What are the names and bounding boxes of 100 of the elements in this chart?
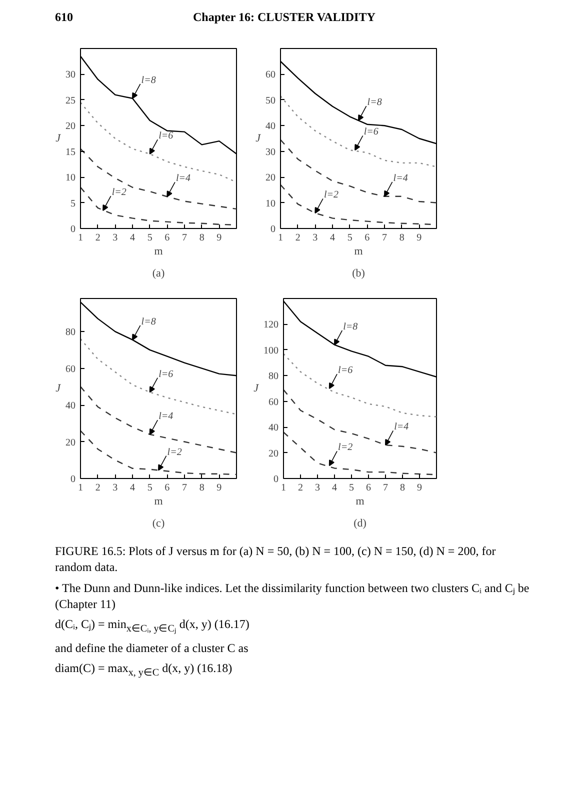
y-tick-label: 5 <box>70 198 76 210</box>
x-tick-label: 6 <box>164 482 170 494</box>
y-axis-title: J <box>256 132 262 145</box>
text: • The Dunn and Dunn-like indices. Let the dissimilarity function between two clusters Cᵢ and Cⱼ be (Chapter 11) <box>55 580 530 612</box>
y-axis-title: J <box>56 382 62 395</box>
y-tick-label: 40 <box>266 121 276 132</box>
annotation: l=2 <box>324 190 338 201</box>
x-tick-label: 5 <box>349 482 354 494</box>
x-tick-label: 9 <box>417 482 422 494</box>
y-tick-label: 120 <box>264 320 278 331</box>
text: and define the diameter of a cluster C as <box>55 640 250 656</box>
annotation: l=8 <box>367 97 382 108</box>
text: (d) <box>354 518 367 530</box>
y-tick-label: 20 <box>266 172 276 184</box>
y-tick-label: 30 <box>266 147 276 158</box>
annotation: l=4 <box>158 411 174 422</box>
line-series <box>284 389 436 454</box>
x-tick-label: 7 <box>382 232 387 244</box>
annotation: l=2 <box>112 187 126 198</box>
text: (b) <box>352 268 366 280</box>
line-series <box>280 139 436 204</box>
annotation: l=8 <box>343 322 358 333</box>
y-tick-label: 0 <box>274 474 278 486</box>
line-series <box>284 353 436 418</box>
y-tick-label: 10 <box>66 172 76 184</box>
text: (a) <box>152 268 165 280</box>
y-tick-label: 20 <box>66 121 76 132</box>
y-tick-label: 50 <box>266 96 276 107</box>
x-tick-label: 6 <box>164 232 170 244</box>
line-series <box>80 386 236 454</box>
annotation: l=8 <box>141 75 156 86</box>
y-axis-title: J <box>56 132 62 145</box>
x-tick-label: 5 <box>147 482 152 494</box>
x-tick-label: 4 <box>332 482 337 494</box>
text: Chapter 16: CLUSTER VALIDITY <box>193 9 376 26</box>
x-tick-label: 2 <box>298 482 303 494</box>
annotation: l=4 <box>393 173 408 184</box>
x-tick-label: 8 <box>400 482 405 494</box>
annotation: l=6 <box>158 368 174 380</box>
annotation: l=4 <box>394 422 409 433</box>
text: d(Cᵢ, Cⱼ) = min$_{x∈Cᵢ, y∈Cⱼ}$ d(x, y) (16.17) <box>55 616 250 636</box>
y-tick-label: 60 <box>66 364 76 375</box>
x-tick-label: 1 <box>78 482 83 494</box>
x-tick-label: 3 <box>315 482 320 494</box>
x-tick-label: 7 <box>383 482 388 494</box>
x-tick-label: 8 <box>199 232 204 244</box>
x-axis-title: m <box>354 246 364 258</box>
caption: FIGURE 16.5: Plots of J versus m for (a) N = 50, (b) N = 100, (c) N = 150, (d) N = 200, for random data. <box>55 543 497 576</box>
x-tick-label: 8 <box>199 482 204 494</box>
x-tick-label: 1 <box>278 232 283 244</box>
y-tick-label: 60 <box>268 397 278 408</box>
y-tick-label: 20 <box>66 437 76 448</box>
x-tick-label: 8 <box>399 232 404 244</box>
line-series <box>280 96 436 168</box>
text: 610 <box>55 9 73 26</box>
x-axis-title: m <box>154 496 164 508</box>
x-tick-label: 6 <box>366 482 371 494</box>
y-tick-label: 0 <box>270 224 276 236</box>
x-tick-label: 4 <box>130 232 135 244</box>
y-tick-label: 0 <box>70 474 76 486</box>
y-tick-label: 25 <box>66 96 76 107</box>
x-tick-label: 2 <box>95 232 100 244</box>
annotation: l=6 <box>158 130 174 142</box>
annotation: l=6 <box>338 365 353 376</box>
x-axis-title: m <box>356 496 365 508</box>
y-axis-title: J <box>254 382 260 395</box>
y-tick-label: 30 <box>66 70 76 81</box>
line-series <box>80 430 236 476</box>
x-axis-title: m <box>154 246 164 258</box>
line-series <box>80 148 236 210</box>
x-tick-label: 5 <box>347 232 352 244</box>
x-tick-label: 9 <box>216 232 222 244</box>
y-tick-label: 10 <box>266 198 276 210</box>
x-tick-label: 3 <box>112 482 118 494</box>
y-tick-label: 40 <box>66 400 76 412</box>
x-tick-label: 5 <box>147 232 152 244</box>
text: (c) <box>152 518 165 530</box>
x-tick-label: 4 <box>130 482 135 494</box>
x-tick-label: 1 <box>78 232 83 244</box>
annotation: l=2 <box>167 447 182 458</box>
x-tick-label: 3 <box>112 232 118 244</box>
annotation: l=4 <box>176 173 190 184</box>
annotation: l=8 <box>141 316 156 328</box>
y-tick-label: 20 <box>268 448 278 460</box>
y-tick-label: 60 <box>266 70 276 81</box>
y-tick-label: 80 <box>268 371 278 382</box>
y-tick-label: 0 <box>70 224 76 236</box>
y-tick-label: 80 <box>66 327 76 338</box>
annotation: l=2 <box>338 442 353 454</box>
x-tick-label: 6 <box>364 232 370 244</box>
text: diam(C) = max$_{x, y∈C}$ d(x, y) (16.18) <box>55 660 234 680</box>
y-tick-label: 40 <box>268 422 278 434</box>
x-tick-label: 3 <box>312 232 318 244</box>
x-tick-label: 2 <box>295 232 300 244</box>
y-tick-label: 15 <box>66 147 76 158</box>
x-tick-label: 7 <box>182 232 187 244</box>
x-tick-label: 9 <box>416 232 422 244</box>
x-tick-label: 2 <box>95 482 100 494</box>
y-tick-label: 100 <box>264 346 278 357</box>
x-tick-label: 1 <box>281 482 286 494</box>
